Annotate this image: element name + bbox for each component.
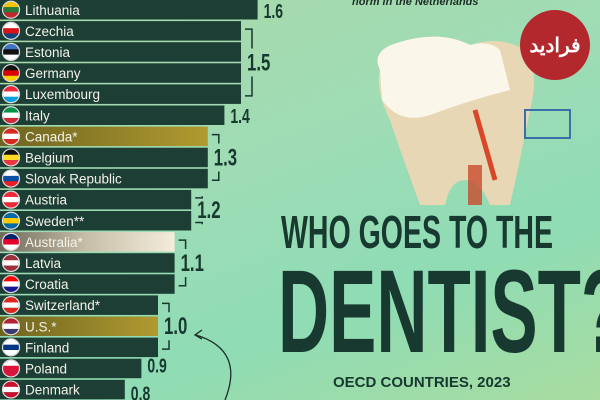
flag-icon bbox=[1, 211, 21, 230]
category-label: Italy bbox=[25, 108, 50, 123]
value-label: 1.4 bbox=[230, 105, 250, 128]
flag-icon bbox=[1, 317, 21, 336]
title-line-2: DENTIST? bbox=[278, 246, 600, 378]
subtitle-fragment: norm in the Netherlands bbox=[352, 0, 479, 8]
value-label: 1.6 bbox=[264, 0, 283, 22]
group-bracket bbox=[195, 196, 203, 225]
group-bracket bbox=[178, 239, 187, 287]
bar bbox=[0, 358, 142, 379]
bar bbox=[0, 21, 241, 41]
flag-icon bbox=[1, 21, 21, 40]
bar bbox=[0, 84, 241, 104]
category-label: Austria bbox=[25, 193, 68, 208]
flag-icon bbox=[1, 127, 21, 146]
flag-icon bbox=[1, 42, 21, 62]
category-label: Germany bbox=[25, 66, 81, 81]
bar bbox=[0, 42, 241, 62]
tooth-illustration bbox=[377, 36, 571, 205]
bar bbox=[0, 295, 158, 315]
bar bbox=[0, 147, 208, 168]
value-label: 1.3 bbox=[214, 145, 237, 172]
bar bbox=[0, 105, 225, 125]
category-label: Australia* bbox=[25, 235, 84, 250]
category-label: Denmark bbox=[25, 383, 80, 398]
category-label: Latvia bbox=[25, 256, 62, 271]
bar bbox=[0, 63, 241, 83]
flag-icon bbox=[1, 338, 21, 357]
category-label: Switzerland* bbox=[25, 298, 101, 313]
title-line-1: WHO GOES TO THE bbox=[281, 206, 554, 258]
value-label: 1.0 bbox=[164, 313, 187, 340]
category-label: Czechia bbox=[25, 24, 74, 39]
group-bracket bbox=[211, 133, 220, 182]
category-label: Poland bbox=[25, 361, 67, 376]
flag-icon bbox=[1, 85, 21, 104]
category-label: U.S.* bbox=[25, 319, 57, 334]
category-label: Slovak Republic bbox=[25, 172, 122, 187]
category-label: Estonia bbox=[25, 45, 71, 60]
arrow-icon bbox=[193, 329, 232, 400]
value-label: 0.9 bbox=[147, 354, 166, 377]
category-label: Canada* bbox=[25, 129, 78, 144]
flag-icon bbox=[1, 148, 21, 167]
flag-icon bbox=[1, 169, 21, 188]
category-label: Croatia bbox=[25, 277, 69, 292]
flag-icon bbox=[1, 253, 21, 273]
group-bracket bbox=[162, 302, 170, 350]
category-label: Sweden** bbox=[25, 214, 85, 229]
flag-icon bbox=[1, 380, 21, 399]
flag-icon bbox=[1, 359, 21, 378]
flag-icon bbox=[1, 0, 21, 19]
bar bbox=[0, 126, 208, 147]
bar bbox=[0, 211, 192, 231]
bar bbox=[0, 168, 208, 189]
category-label: Finland bbox=[25, 340, 69, 355]
flag-icon bbox=[1, 63, 21, 83]
category-label: Luxembourg bbox=[25, 87, 100, 102]
watermark-logo: فرادید bbox=[520, 10, 590, 80]
bar bbox=[0, 0, 258, 20]
bar bbox=[0, 274, 175, 294]
bar bbox=[0, 189, 192, 210]
value-label: 1.1 bbox=[181, 250, 204, 277]
category-label: Lithuania bbox=[25, 3, 80, 18]
bar bbox=[0, 253, 175, 273]
bar bbox=[0, 337, 158, 358]
flag-icon bbox=[1, 232, 21, 251]
bar bbox=[0, 379, 125, 400]
flag-icon bbox=[1, 106, 21, 125]
flag-icon bbox=[1, 296, 21, 315]
flag-icon bbox=[1, 190, 21, 209]
value-label: 1.2 bbox=[197, 197, 220, 224]
title-line-3: OECD COUNTRIES, 2023 bbox=[333, 374, 511, 391]
value-label: 1.5 bbox=[247, 50, 270, 77]
category-label: Belgium bbox=[25, 150, 74, 165]
bar bbox=[0, 232, 175, 252]
group-bracket bbox=[245, 28, 253, 97]
logo-text: فرادید bbox=[529, 34, 581, 57]
value-label: 0.8 bbox=[131, 382, 151, 400]
flag-icon bbox=[1, 274, 21, 294]
bar bbox=[0, 316, 158, 336]
